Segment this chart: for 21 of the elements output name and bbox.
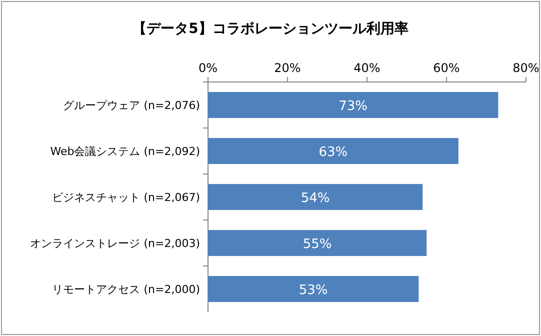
bar	[208, 230, 427, 256]
chart-title: 【データ5】コラボレーションツール利用率	[132, 20, 408, 37]
data-label: 73%	[338, 99, 368, 114]
y-tick-label: リモートアクセス (n=2,000)	[52, 283, 200, 296]
x-tick-label: 60%	[433, 61, 460, 75]
y-tick-label: グループウェア (n=2,076)	[63, 99, 200, 112]
data-label: 53%	[298, 283, 328, 298]
y-tick-label: ビジネスチャット (n=2,067)	[52, 191, 200, 204]
bar	[208, 184, 423, 210]
y-tick-label: Web会議システム (n=2,092)	[50, 145, 200, 158]
x-tick-label: 0%	[198, 61, 218, 75]
bar	[208, 92, 498, 118]
y-tick-label: オンラインストレージ (n=2,003)	[30, 237, 200, 250]
bar	[208, 276, 419, 302]
x-tick-label: 20%	[274, 61, 301, 75]
bar	[208, 138, 458, 164]
x-tick-label: 40%	[354, 61, 380, 75]
x-tick-label: 80%	[512, 61, 540, 75]
data-label: 63%	[318, 145, 348, 160]
data-label: 54%	[300, 191, 330, 206]
data-label: 55%	[302, 237, 332, 252]
